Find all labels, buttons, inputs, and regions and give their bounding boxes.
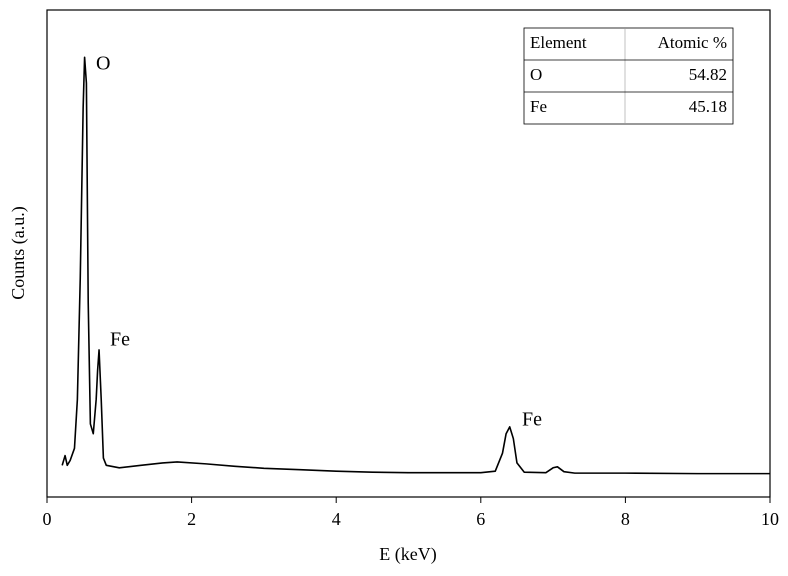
- x-tick-label: 4: [332, 509, 341, 529]
- table-cell: O: [530, 65, 542, 84]
- peak-label: O: [96, 53, 110, 75]
- peak-label: Fe: [110, 329, 130, 351]
- plot-frame: [46, 9, 771, 498]
- table-frame: [523, 27, 734, 125]
- y-axis-label: Counts (a.u.): [8, 206, 29, 300]
- table-cell: Fe: [530, 97, 547, 116]
- spectrum-line: [61, 56, 770, 475]
- table-cell: 54.82: [689, 65, 727, 84]
- table-cell: 45.18: [689, 97, 727, 116]
- table-header: Atomic %: [658, 33, 727, 52]
- x-axis-label: E (keV): [379, 544, 436, 565]
- x-tick-label: 8: [621, 509, 630, 529]
- peak-label: Fe: [522, 409, 542, 431]
- x-tick-label: 10: [761, 509, 779, 529]
- x-tick-label: 2: [187, 509, 196, 529]
- table-header: Element: [530, 33, 587, 52]
- x-tick-label: 0: [43, 509, 52, 529]
- x-tick-label: 6: [476, 509, 485, 529]
